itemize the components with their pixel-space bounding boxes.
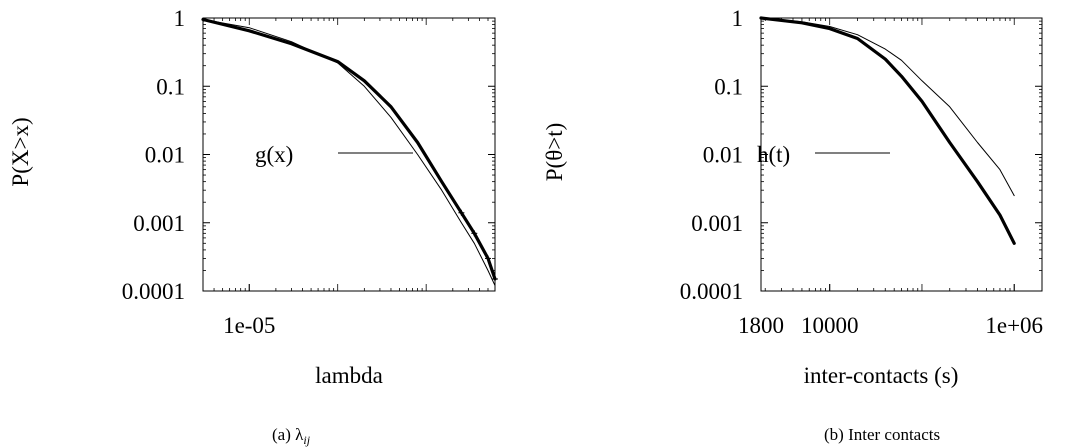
- legend-label-a: g(x): [255, 142, 293, 167]
- plot-frame-a: [202, 17, 496, 292]
- y-tick-label: 0.1: [156, 74, 185, 99]
- y-tick-label: 1: [174, 6, 186, 31]
- y-tick-labels-b: 1 0.1 0.01 0.001 0.0001: [680, 6, 743, 304]
- chart-panel-a: 1 0.1 0.01 0.001 0.0001 1e-05 g(x) lambda P(…: [8, 6, 498, 447]
- x-axis-label-b: inter-contacts (s): [804, 363, 959, 388]
- x-tick-label: 1e-05: [223, 313, 275, 338]
- y-axis-label-b: P(θ>t): [542, 123, 567, 182]
- y-axis-label-a: P(X>x): [8, 117, 33, 186]
- series-empirical-line: [201, 17, 497, 281]
- x-tick-labels-a: 1e-05: [223, 313, 275, 338]
- legend-label-b: h(t): [757, 142, 790, 167]
- series-marker: [492, 275, 498, 282]
- y-tick-label: 0.01: [703, 143, 743, 168]
- y-tick-label: 0.01: [145, 143, 185, 168]
- caption-a-subscript: ij: [303, 433, 310, 447]
- x-tick-label: 1e+06: [985, 313, 1043, 338]
- x-tick-label: 1800: [738, 313, 784, 338]
- x-axis-label-a: lambda: [315, 363, 383, 388]
- series-marker: [471, 230, 478, 237]
- caption-b: (b) Inter contacts: [824, 425, 940, 444]
- series-group-b: [759, 16, 1016, 245]
- ticks-a: [203, 17, 495, 292]
- x-tick-labels-b: 1800 10000 1e+06: [738, 313, 1043, 338]
- y-tick-label: 1: [732, 6, 744, 31]
- series-empirical-line: [759, 16, 1016, 245]
- series-fit-line: [760, 17, 1015, 197]
- y-tick-label: 0.0001: [680, 279, 743, 304]
- series-group-a: [201, 17, 498, 287]
- caption-a: (a) λij: [272, 425, 311, 447]
- ticks-b: [760, 17, 1042, 292]
- series-marker: [484, 255, 491, 262]
- caption-a-text: (a) λ: [272, 425, 304, 444]
- plot-frame-b: [760, 17, 1043, 292]
- x-tick-label: 10000: [801, 313, 859, 338]
- y-tick-label: 0.001: [133, 211, 185, 236]
- series-fit-line: [202, 19, 496, 287]
- y-tick-label: 0.0001: [122, 279, 185, 304]
- y-tick-label: 0.001: [691, 211, 743, 236]
- y-tick-label: 0.1: [714, 74, 743, 99]
- series-marker: [458, 209, 465, 216]
- y-tick-labels-a: 1 0.1 0.01 0.001 0.0001: [122, 6, 185, 304]
